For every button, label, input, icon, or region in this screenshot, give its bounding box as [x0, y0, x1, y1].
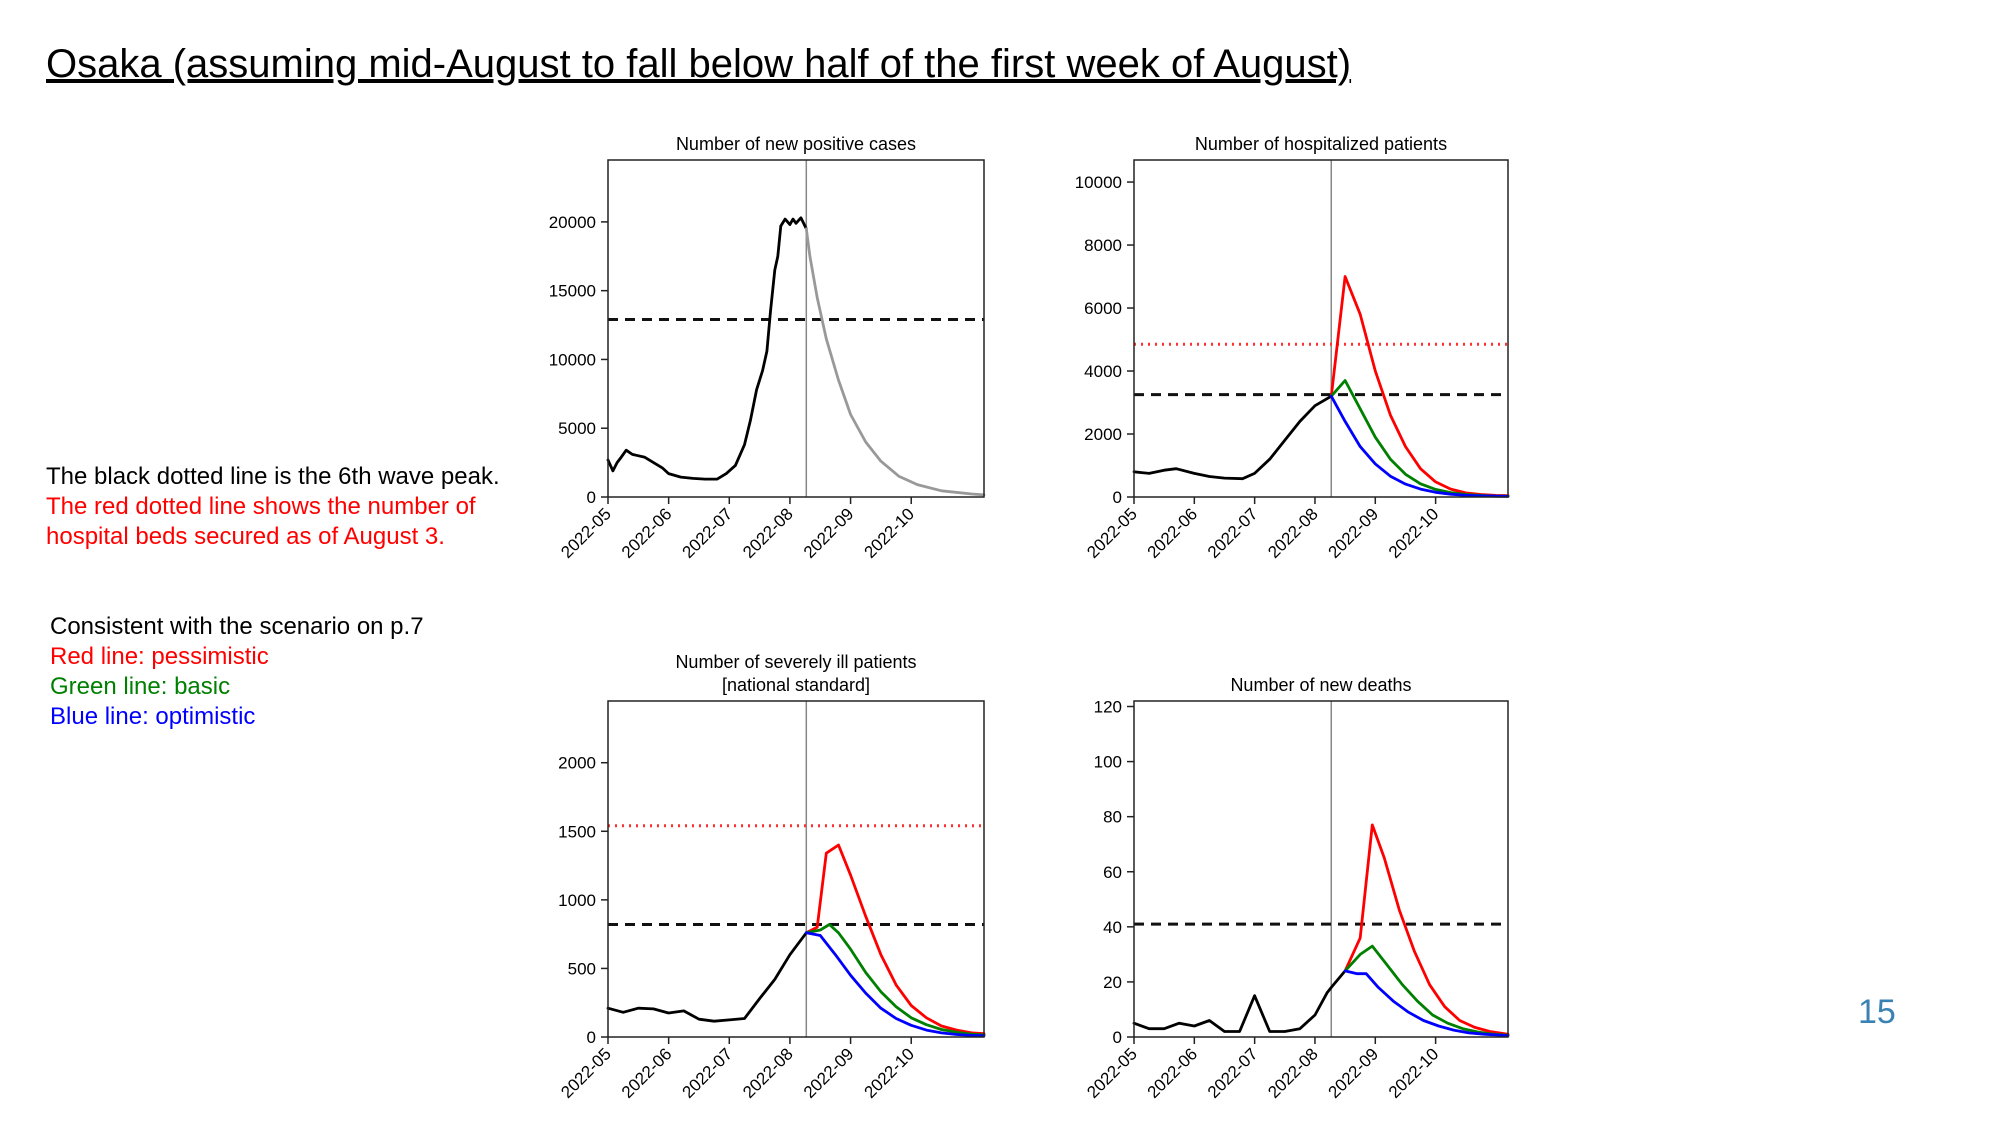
- y-tick-label: 2000: [1084, 425, 1122, 444]
- x-tick-label: 2022-10: [861, 1044, 919, 1102]
- series-line-1: [606, 931, 808, 1023]
- x-tick-label: 2022-06: [618, 1044, 676, 1102]
- y-tick-label: 2000: [558, 754, 596, 773]
- chart-title: [national standard]: [722, 675, 870, 695]
- x-tick-label: 2022-08: [1264, 1044, 1322, 1102]
- series-line-4: [804, 931, 986, 1037]
- series-line-3: [1329, 379, 1510, 498]
- x-tick-label: 2022-09: [1325, 1044, 1383, 1102]
- y-tick-label: 500: [568, 959, 596, 978]
- note-red-dotted-line-continued: hospital beds secured as of August 3.: [46, 523, 445, 550]
- x-tick-label: 2022-05: [557, 504, 615, 562]
- y-tick-label: 20000: [549, 213, 596, 232]
- y-tick-label: 60: [1103, 863, 1122, 882]
- note-green-line-basic: Green line: basic: [50, 673, 231, 700]
- legend-notes-reference-lines: The black dotted line is the 6th wave pe…: [46, 462, 500, 552]
- y-tick-label: 4000: [1084, 362, 1122, 381]
- y-tick-label: 120: [1094, 698, 1122, 717]
- x-tick-label: 2022-08: [739, 1044, 797, 1102]
- legend-notes-scenarios: Consistent with the scenario on p.7 Red …: [50, 612, 424, 732]
- x-tick-label: 2022-08: [739, 504, 797, 562]
- note-scenario-reference: Consistent with the scenario on p.7: [50, 613, 424, 640]
- series-line-3: [804, 923, 986, 1037]
- y-tick-label: 0: [1113, 1028, 1122, 1047]
- y-tick-label: 1000: [558, 891, 596, 910]
- series-line-3: [1343, 944, 1510, 1037]
- y-tick-label: 8000: [1084, 236, 1122, 255]
- chart-title: Number of new deaths: [1230, 675, 1411, 695]
- plot-frame: [1133, 159, 1509, 498]
- y-tick-label: 40: [1103, 918, 1122, 937]
- chart-2: Number of hospitalized patients 0 2000 4000…: [1075, 134, 1510, 562]
- x-tick-label: 2022-09: [800, 504, 858, 562]
- note-black-dotted-line: The black dotted line is the 6th wave pe…: [46, 463, 500, 490]
- series-line-1: [1132, 969, 1347, 1033]
- series-line-2: [1329, 275, 1510, 498]
- chart-title: Number of new positive cases: [676, 134, 916, 154]
- series-line-1: [1132, 394, 1333, 481]
- y-tick-label: 80: [1103, 808, 1122, 827]
- note-blue-line-optimistic: Blue line: optimistic: [50, 703, 256, 730]
- y-tick-label: 10000: [1075, 173, 1122, 192]
- x-tick-label: 2022-06: [618, 504, 676, 562]
- y-tick-label: 5000: [558, 419, 596, 438]
- y-tick-label: 10000: [549, 350, 596, 369]
- page-number: 15: [1858, 993, 1896, 1031]
- x-tick-label: 2022-10: [1385, 1044, 1443, 1102]
- x-tick-label: 2022-09: [800, 1044, 858, 1102]
- x-tick-label: 2022-07: [1204, 1044, 1262, 1102]
- x-tick-label: 2022-05: [1083, 1044, 1141, 1102]
- y-tick-label: 100: [1094, 753, 1122, 772]
- series-line-2: [804, 227, 986, 497]
- plot-frame: [607, 700, 985, 1038]
- x-tick-label: 2022-06: [1144, 504, 1202, 562]
- x-tick-label: 2022-10: [861, 504, 919, 562]
- x-tick-label: 2022-09: [1325, 504, 1383, 562]
- x-tick-label: 2022-05: [1083, 504, 1141, 562]
- plot-frame: [607, 159, 985, 498]
- x-tick-label: 2022-07: [679, 1044, 737, 1102]
- y-tick-label: 0: [587, 1028, 596, 1047]
- x-tick-label: 2022-07: [1204, 504, 1262, 562]
- note-red-line-pessimistic: Red line: pessimistic: [50, 643, 269, 670]
- y-tick-label: 0: [587, 488, 596, 507]
- y-tick-label: 1500: [558, 822, 596, 841]
- y-tick-label: 15000: [549, 282, 596, 301]
- x-tick-label: 2022-10: [1385, 504, 1443, 562]
- chart-title: Number of hospitalized patients: [1195, 134, 1447, 154]
- chart-title: Number of severely ill patients: [675, 652, 916, 672]
- y-tick-label: 20: [1103, 973, 1122, 992]
- note-red-dotted-line: The red dotted line shows the number of: [46, 493, 476, 520]
- series-line-2: [804, 843, 986, 1035]
- plot-frame: [1133, 700, 1509, 1038]
- x-tick-label: 2022-07: [679, 504, 737, 562]
- y-tick-label: 0: [1113, 488, 1122, 507]
- series-line-2: [1343, 823, 1510, 1036]
- chart-3: Number of severely ill patients [national…: [557, 652, 986, 1102]
- x-tick-label: 2022-08: [1264, 504, 1322, 562]
- series-line-4: [1343, 969, 1510, 1037]
- chart-4: Number of new deaths 0 20 40 60 80 100 120 2022-…: [1083, 675, 1510, 1102]
- slide-title: Osaka (assuming mid-August to fall below…: [46, 42, 1352, 86]
- chart-1: Number of new positive cases 0 5000 10000 15…: [549, 134, 986, 562]
- x-tick-label: 2022-06: [1144, 1044, 1202, 1102]
- y-tick-label: 6000: [1084, 299, 1122, 318]
- series-line-4: [1329, 394, 1510, 498]
- series-line-1: [606, 216, 808, 481]
- x-tick-label: 2022-05: [557, 1044, 615, 1102]
